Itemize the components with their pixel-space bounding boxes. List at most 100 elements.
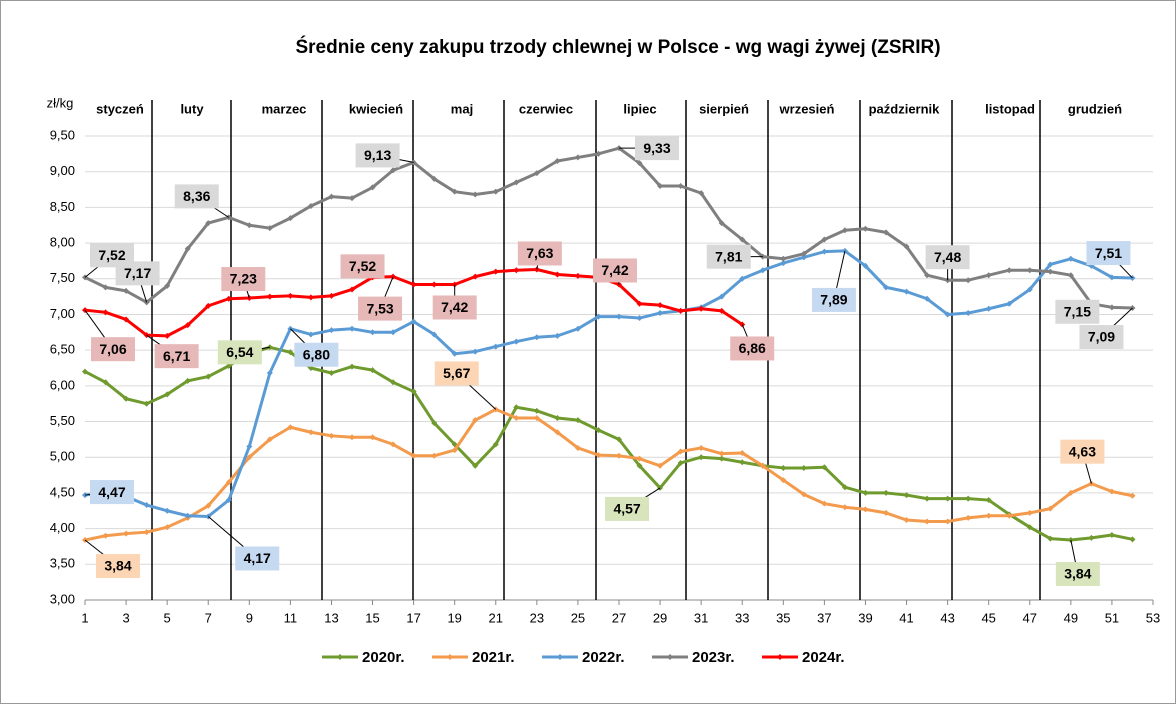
series-line [84,407,1133,542]
point-marker [431,331,438,338]
x-tick-label: 15 [365,610,379,625]
point-marker [349,286,355,293]
point-marker [1067,489,1074,496]
point-marker [349,363,355,370]
label-box [221,267,266,292]
point-marker [533,414,540,421]
data-label: 6,86 [739,340,766,356]
month-label: kwiecień [349,101,403,116]
legend-marker [557,654,563,660]
label-box [235,546,280,571]
label-box [605,496,650,521]
point-marker [307,202,314,209]
month-label: maj [451,101,473,116]
y-tick-label: 8,50 [50,199,75,214]
point-marker [164,524,171,531]
point-marker [924,295,931,302]
point-marker [1006,512,1013,519]
point-marker [924,272,931,279]
point-marker [574,444,581,451]
y-tick-label: 9,50 [50,127,75,142]
point-marker [677,448,684,455]
point-marker [739,275,746,282]
data-label: 7,52 [349,258,376,274]
point-marker [903,288,910,295]
point-marker [862,489,869,496]
point-marker [595,313,602,320]
x-tick-label: 27 [612,610,626,625]
data-label: 4,57 [613,501,640,517]
point-marker [246,454,253,461]
data-label: 7,48 [934,249,961,265]
x-tick-label: 25 [571,610,585,625]
point-marker [472,191,479,198]
point-marker [1026,509,1033,516]
chart-title: Średnie ceny zakupu trzody chlewnej w Po… [295,36,940,58]
data-label: 3,84 [104,558,131,574]
point-marker [410,388,417,395]
label-box [340,254,385,279]
point-marker [924,495,931,502]
point-marker [657,302,664,309]
point-marker [636,300,643,307]
data-label: 7,09 [1088,329,1115,345]
point-marker [369,367,376,374]
point-marker [349,195,355,202]
data-label: 7,42 [601,262,628,278]
point-marker [1067,255,1074,262]
point-marker [616,436,622,443]
point-marker [287,349,294,356]
point-marker [369,434,376,441]
point-marker [513,338,520,345]
y-tick-label: 5,50 [50,413,75,428]
point-marker [472,462,479,469]
point-marker [390,441,397,448]
point-marker [492,343,499,350]
legend-marker [667,654,673,660]
point-marker [574,325,581,332]
point-marker [862,506,869,513]
label-box [635,136,679,161]
point-marker [307,294,314,301]
label-box [91,337,135,362]
point-marker [739,459,746,466]
x-tick-label: 35 [776,610,790,625]
y-tick-label: 8,00 [50,235,75,250]
point-marker [554,271,561,278]
label-box [517,241,562,266]
x-tick-label: 41 [899,610,913,625]
point-marker [985,305,992,312]
point-marker [143,502,150,509]
point-marker [677,182,684,189]
point-marker [164,282,171,289]
label-box [1086,241,1131,266]
x-tick-label: 5 [164,610,171,625]
point-marker [718,450,725,457]
month-label: marzec [262,101,307,116]
data-label: 7,52 [98,247,125,263]
point-marker [164,391,171,398]
point-marker [883,489,889,496]
month-label: lipiec [623,101,656,116]
data-label: 7,51 [1095,245,1122,261]
point-marker [554,414,561,421]
point-marker [883,284,889,291]
point-marker [677,459,684,466]
point-marker [759,462,766,469]
point-marker [431,175,438,182]
point-marker [944,495,951,502]
point-marker [143,529,150,536]
point-marker [1047,268,1054,275]
point-marker [307,429,314,436]
y-tick-label: 3,00 [50,591,75,606]
point-marker [821,248,828,255]
label-box [434,361,479,386]
point-marker [780,464,787,471]
point-marker [451,447,458,454]
point-marker [266,369,273,376]
point-marker [225,362,232,369]
point-marker [821,236,828,243]
point-marker [759,267,766,274]
point-marker [205,502,212,509]
point-marker [225,295,232,302]
